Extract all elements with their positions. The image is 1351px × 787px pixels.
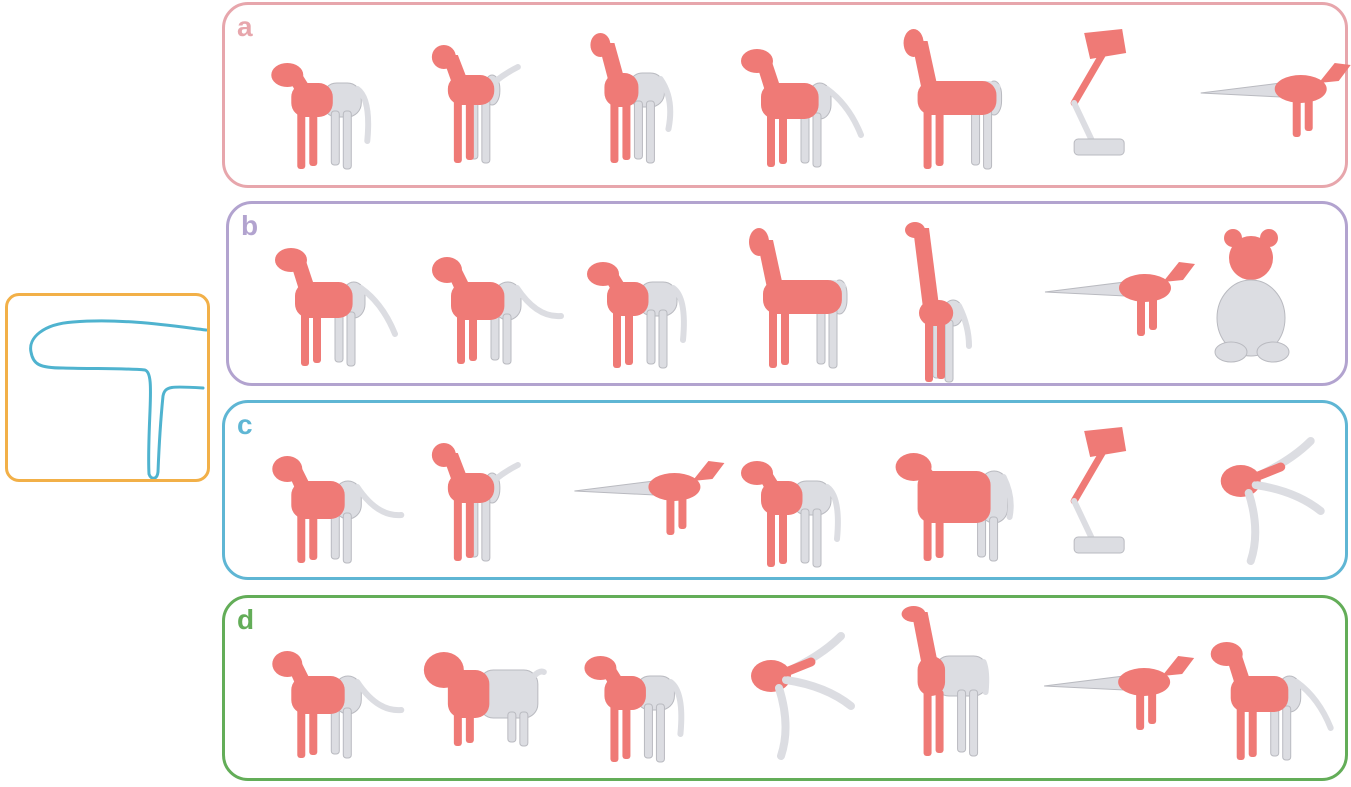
shape-row (247, 222, 1333, 383)
shape-horse-rearing[interactable] (590, 33, 674, 164)
shape-lamp[interactable] (1070, 29, 1127, 156)
shape-camel[interactable] (901, 606, 990, 757)
panel-label: a (237, 11, 253, 42)
shape-wolf[interactable] (741, 49, 864, 168)
shape-pig[interactable] (423, 652, 547, 747)
query-sketch-box (5, 293, 210, 482)
shape-bull[interactable] (895, 453, 1014, 562)
shape-octopus[interactable] (1220, 437, 1325, 565)
shape-cow[interactable] (584, 656, 685, 763)
shape-horse[interactable] (749, 228, 848, 369)
shape-dinosaur[interactable] (1200, 63, 1351, 137)
shape-giraffe[interactable] (905, 222, 972, 383)
shape-horse[interactable] (903, 29, 1003, 170)
result-panel-b: b (226, 201, 1348, 386)
shape-row (243, 23, 1351, 177)
shape-row (243, 421, 1333, 569)
shape-lamp[interactable] (1070, 427, 1127, 554)
shape-wolf[interactable] (1210, 642, 1334, 761)
panel-label: b (241, 210, 259, 241)
shape-cow[interactable] (741, 461, 841, 568)
shape-dinosaur[interactable] (1044, 656, 1195, 730)
shape-dog-thin[interactable] (431, 443, 521, 562)
shape-dog[interactable] (272, 456, 405, 564)
shape-octopus[interactable] (751, 632, 855, 760)
result-panel-d: d (222, 595, 1348, 781)
query-sketch-icon (29, 319, 207, 479)
shape-dinosaur[interactable] (1044, 262, 1195, 336)
result-panel-c: c (222, 400, 1348, 580)
shape-dog[interactable] (272, 651, 405, 759)
panel-label: d (237, 604, 255, 635)
result-panel-a: a (222, 2, 1351, 188)
shape-dog-thin[interactable] (431, 45, 521, 164)
shape-cow[interactable] (271, 63, 372, 170)
shape-cow[interactable] (587, 262, 687, 369)
shape-wolf[interactable] (275, 248, 398, 367)
panel-label: c (237, 409, 253, 440)
shape-teddy-bear[interactable] (1214, 229, 1290, 363)
shape-row (243, 606, 1334, 770)
shape-dinosaur[interactable] (574, 461, 725, 535)
shape-dog[interactable] (432, 257, 564, 365)
